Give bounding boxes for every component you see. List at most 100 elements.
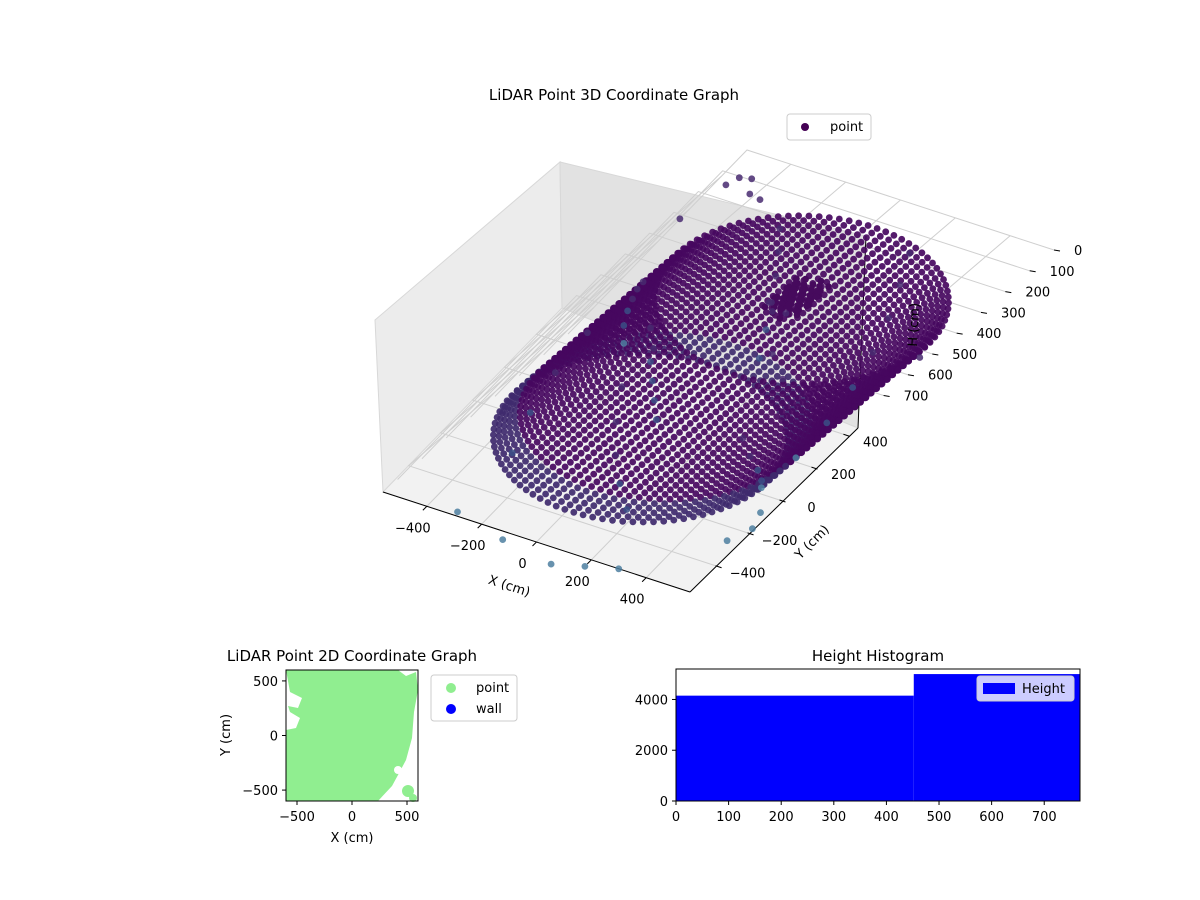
wall-point	[819, 371, 827, 378]
wall-point	[556, 394, 564, 401]
wall-point	[827, 327, 835, 334]
wall-point	[784, 363, 792, 371]
wall-point	[716, 425, 724, 433]
wall-point	[708, 304, 716, 312]
plot-frame-histogram	[675, 668, 1081, 802]
legend-3d: point	[786, 113, 872, 141]
wall-point	[693, 236, 701, 244]
wall-point	[680, 245, 687, 253]
wall-point	[532, 448, 540, 456]
wall-point	[677, 344, 684, 352]
wall-point	[874, 276, 882, 284]
inner-point	[800, 281, 808, 288]
wall-point	[740, 374, 748, 382]
wall-point	[907, 258, 915, 266]
wall-point	[880, 354, 888, 362]
wall-point	[752, 258, 759, 266]
scatter-point	[769, 308, 776, 315]
wall-point	[807, 313, 814, 321]
wall-point	[591, 398, 599, 406]
inner-point	[780, 294, 787, 302]
wall-point	[714, 300, 721, 307]
legend-3d-box	[786, 113, 872, 141]
wall-point	[503, 456, 511, 463]
wall-point	[762, 309, 770, 316]
wall-point	[686, 420, 694, 427]
wall-point	[803, 327, 811, 334]
wall-point	[670, 380, 678, 388]
wall-point	[604, 510, 612, 518]
wall-point	[858, 329, 866, 336]
wall-point	[642, 467, 650, 475]
y-tick-label-hist: 4000	[635, 693, 668, 708]
wall-point	[767, 368, 775, 375]
wall-point	[634, 371, 641, 379]
wall-point	[812, 309, 820, 316]
scatter-point	[762, 326, 770, 334]
wall-point	[667, 476, 675, 484]
wall-point	[714, 463, 722, 471]
wall-point	[697, 357, 705, 365]
wall-point	[852, 285, 859, 293]
wall-point	[498, 460, 505, 468]
wall-point	[784, 373, 792, 381]
wall-point	[720, 345, 727, 353]
wall-point	[579, 511, 587, 519]
inner-point	[788, 291, 796, 298]
wall-point	[894, 307, 902, 314]
wall-point	[686, 333, 694, 340]
wall-point	[748, 311, 756, 318]
wall-point	[538, 390, 545, 398]
wall-point	[514, 430, 521, 438]
wall-point	[559, 378, 567, 385]
wall-point	[555, 388, 563, 396]
wall-point	[851, 359, 859, 367]
wall-point	[822, 351, 829, 358]
wall-point	[709, 228, 716, 236]
wall-point	[555, 420, 562, 428]
wall-point	[696, 422, 704, 429]
wall-point	[516, 414, 524, 422]
wall-point	[609, 516, 616, 524]
wall-point	[580, 381, 588, 389]
wall-point	[665, 513, 673, 520]
wall-point	[815, 213, 823, 221]
wall-point	[706, 382, 713, 390]
wall-point	[533, 400, 540, 408]
wall-point	[789, 399, 797, 407]
wall-point	[839, 286, 847, 293]
wall-point	[572, 454, 580, 462]
wall-point	[850, 255, 857, 263]
wall-point	[662, 328, 670, 336]
wall-point	[777, 265, 784, 273]
wall-point	[608, 342, 616, 350]
wall-point	[589, 366, 596, 374]
wall-point	[869, 281, 877, 288]
wall-point	[631, 404, 639, 411]
scatter-point	[756, 196, 764, 204]
wall-point	[700, 439, 707, 446]
wall-point	[652, 469, 660, 477]
wall-point	[627, 438, 635, 446]
wall-point	[663, 460, 671, 468]
wall-point	[535, 412, 543, 420]
wall-point	[686, 388, 694, 396]
wall-point	[583, 371, 591, 379]
wall-point	[804, 394, 812, 402]
wall-point	[879, 310, 887, 318]
wall-point	[822, 331, 829, 339]
wall-point	[556, 410, 564, 417]
wall-point	[848, 308, 856, 316]
wall-point	[752, 240, 760, 247]
inner-point	[814, 288, 822, 295]
wall-point	[748, 364, 756, 371]
wall-point	[602, 408, 610, 416]
wall-point	[695, 391, 703, 399]
wall-point	[666, 426, 674, 434]
wall-point	[758, 227, 766, 234]
wall-point	[817, 251, 825, 259]
wall-point	[697, 324, 705, 331]
wall-point	[607, 330, 615, 338]
wall-point	[838, 337, 845, 345]
wall-point	[590, 449, 598, 457]
